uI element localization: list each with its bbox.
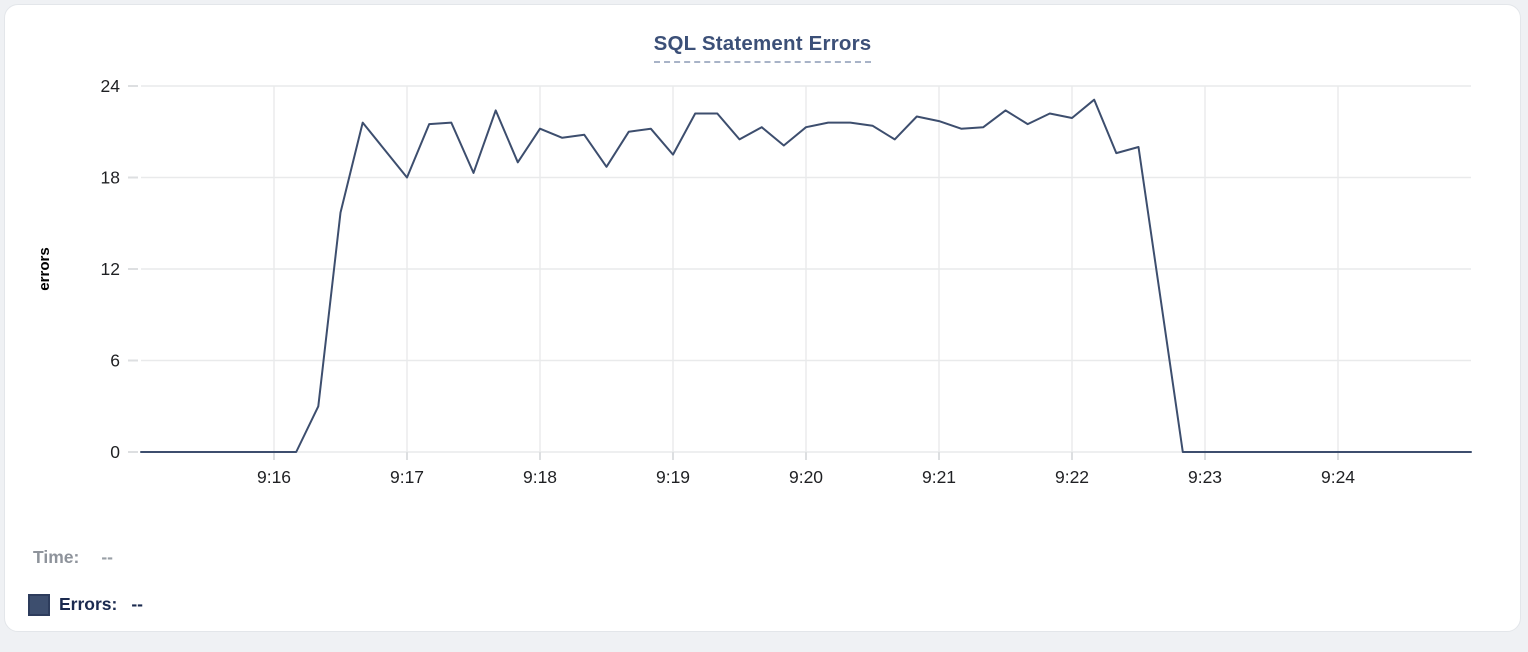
tooltip-time-row: Time: -- [33,546,113,569]
x-tick-label: 9:22 [1055,467,1089,487]
chart-card: SQL Statement Errors 0 6 12 18 24 9:16 9:17 9:1… [4,4,1521,632]
errors-series-swatch [28,593,50,616]
x-tick-label: 9:19 [656,467,690,487]
y-tick-label: 0 [110,442,120,462]
chart-header: SQL Statement Errors [5,32,1520,63]
errors-series-line[interactable] [140,98,1472,453]
x-tick-label: 9:17 [390,467,424,487]
x-tick-label: 9:24 [1321,467,1355,487]
x-tick-label: 9:21 [922,467,956,487]
time-value: -- [101,547,114,567]
legend-errors-row: Errors: -- [28,593,143,616]
x-tick-label: 9:18 [523,467,557,487]
x-tick-label: 9:20 [789,467,823,487]
y-tick-label: 24 [101,76,121,96]
y-tick-label: 6 [110,351,120,371]
x-tick-label: 9:16 [257,467,291,487]
x-tick-label: 9:23 [1188,467,1222,487]
sql-errors-line-chart[interactable]: 0 6 12 18 24 9:16 9:17 9:18 9:19 9:20 9:21 9:22 9:23… [5,5,1528,515]
y-axis-title: errors [36,247,53,290]
errors-value: -- [131,594,144,614]
time-label: Time: [33,547,80,567]
chart-title[interactable]: SQL Statement Errors [653,32,872,63]
y-tick-label: 18 [101,168,120,188]
errors-label: Errors: [59,594,118,614]
y-tick-label: 12 [101,259,120,279]
